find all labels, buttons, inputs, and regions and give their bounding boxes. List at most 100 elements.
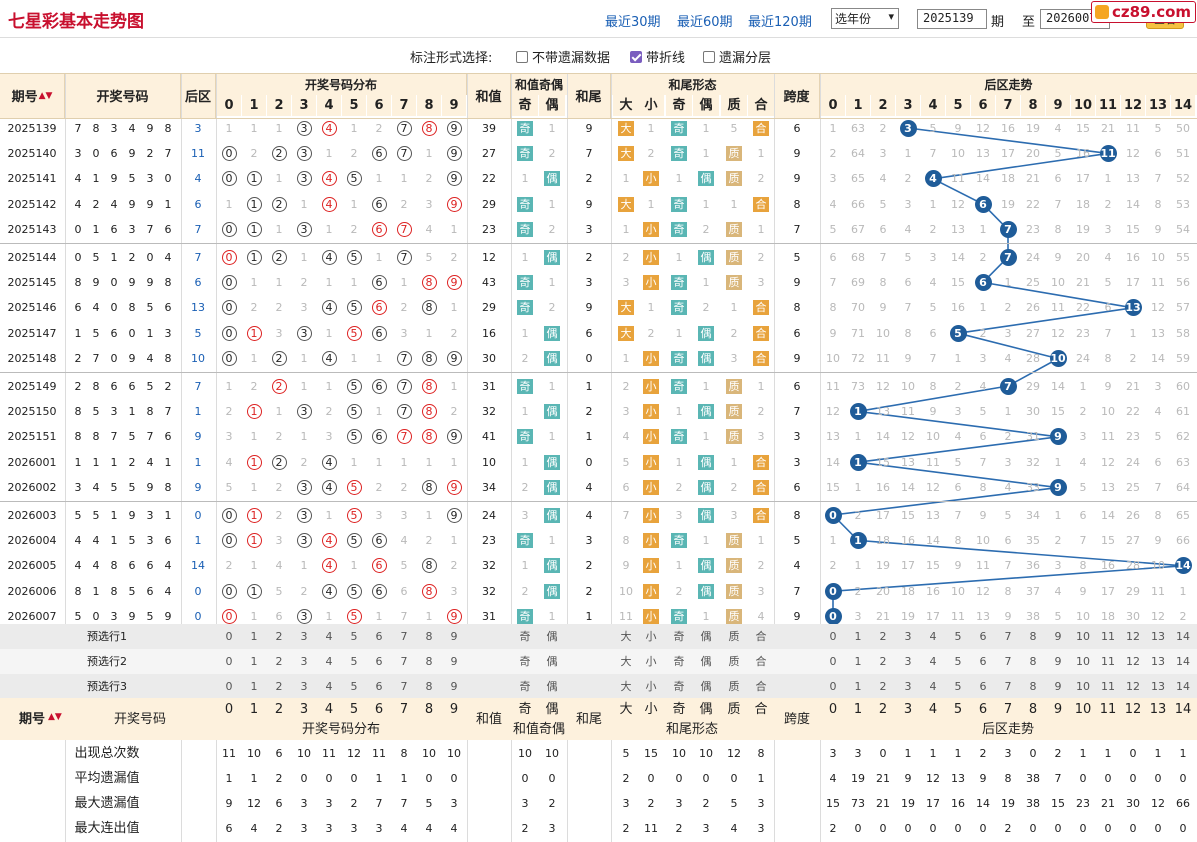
preselect-back[interactable]: 11 xyxy=(1096,625,1120,647)
preselect-digit[interactable]: 1 xyxy=(242,625,266,647)
preselect-back[interactable]: 4 xyxy=(921,650,945,672)
preselect-back[interactable]: 3 xyxy=(896,675,920,697)
preselect-digit[interactable]: 4 xyxy=(317,650,341,672)
preselect-digit[interactable]: 3 xyxy=(292,650,316,672)
preselect-digit[interactable]: 6 xyxy=(367,650,391,672)
preselect-digit[interactable]: 4 xyxy=(317,675,341,697)
preselect-back[interactable]: 7 xyxy=(996,625,1020,647)
preselect-back[interactable]: 10 xyxy=(1071,625,1095,647)
preselect-oe[interactable]: 偶 xyxy=(540,675,564,697)
preselect-back[interactable]: 0 xyxy=(821,675,845,697)
checkbox-no-missing[interactable] xyxy=(516,51,528,63)
period-header[interactable]: 期号 ▲▼ xyxy=(0,73,65,118)
preselect-form[interactable]: 合 xyxy=(749,625,773,647)
preselect-oe[interactable]: 奇 xyxy=(513,650,537,672)
option-no-missing[interactable]: 不带遗漏数据 xyxy=(516,47,610,66)
preselect-back[interactable]: 8 xyxy=(1021,625,1045,647)
preselect-back[interactable]: 5 xyxy=(946,675,970,697)
preselect-form[interactable]: 奇 xyxy=(667,675,691,697)
preselect-back[interactable]: 14 xyxy=(1171,675,1195,697)
preselect-back[interactable]: 0 xyxy=(821,650,845,672)
preselect-form[interactable]: 合 xyxy=(749,650,773,672)
preselect-digit[interactable]: 2 xyxy=(267,675,291,697)
preselect-form[interactable]: 大 xyxy=(614,675,638,697)
preselect-form[interactable]: 小 xyxy=(639,675,663,697)
preselect-digit[interactable]: 7 xyxy=(392,675,416,697)
preselect-digit[interactable]: 2 xyxy=(267,625,291,647)
preselect-form[interactable]: 小 xyxy=(639,650,663,672)
preselect-back[interactable]: 2 xyxy=(871,625,895,647)
checkbox-layered[interactable] xyxy=(703,51,715,63)
from-issue-input[interactable]: 2025139 xyxy=(917,9,987,29)
preselect-back[interactable]: 4 xyxy=(921,675,945,697)
recent-30-link[interactable]: 最近30期 xyxy=(605,15,661,30)
preselect-digit[interactable]: 6 xyxy=(367,675,391,697)
preselect-back[interactable]: 3 xyxy=(896,650,920,672)
preselect-form[interactable]: 大 xyxy=(614,625,638,647)
preselect-back[interactable]: 6 xyxy=(971,650,995,672)
preselect-back[interactable]: 12 xyxy=(1121,650,1145,672)
preselect-back[interactable]: 2 xyxy=(871,650,895,672)
preselect-oe[interactable]: 偶 xyxy=(540,625,564,647)
preselect-digit[interactable]: 5 xyxy=(342,650,366,672)
preselect-digit[interactable]: 9 xyxy=(442,650,466,672)
preselect-back[interactable]: 4 xyxy=(921,625,945,647)
preselect-digit[interactable]: 0 xyxy=(217,625,241,647)
preselect-digit[interactable]: 9 xyxy=(442,675,466,697)
option-layered[interactable]: 遗漏分层 xyxy=(703,47,771,66)
preselect-back[interactable]: 9 xyxy=(1046,650,1070,672)
preselect-digit[interactable]: 5 xyxy=(342,675,366,697)
preselect-back[interactable]: 7 xyxy=(996,675,1020,697)
preselect-back[interactable]: 13 xyxy=(1146,675,1170,697)
preselect-back[interactable]: 6 xyxy=(971,675,995,697)
preselect-digit[interactable]: 8 xyxy=(417,625,441,647)
recent-120-link[interactable]: 最近120期 xyxy=(748,15,812,30)
preselect-back[interactable]: 6 xyxy=(971,625,995,647)
preselect-digit[interactable]: 3 xyxy=(292,625,316,647)
preselect-back[interactable]: 1 xyxy=(846,675,870,697)
preselect-form[interactable]: 大 xyxy=(614,650,638,672)
preselect-back[interactable]: 8 xyxy=(1021,650,1045,672)
preselect-oe[interactable]: 奇 xyxy=(513,675,537,697)
preselect-oe[interactable]: 偶 xyxy=(540,650,564,672)
preselect-back[interactable]: 11 xyxy=(1096,650,1120,672)
preselect-back[interactable]: 13 xyxy=(1146,625,1170,647)
recent-60-link[interactable]: 最近60期 xyxy=(677,15,733,30)
preselect-digit[interactable]: 8 xyxy=(417,650,441,672)
preselect-digit[interactable]: 5 xyxy=(342,625,366,647)
preselect-digit[interactable]: 3 xyxy=(292,675,316,697)
preselect-back[interactable]: 1 xyxy=(846,650,870,672)
preselect-digit[interactable]: 0 xyxy=(217,650,241,672)
preselect-digit[interactable]: 0 xyxy=(217,675,241,697)
preselect-back[interactable]: 1 xyxy=(846,625,870,647)
preselect-back[interactable]: 7 xyxy=(996,650,1020,672)
preselect-back[interactable]: 14 xyxy=(1171,650,1195,672)
preselect-form[interactable]: 质 xyxy=(722,675,746,697)
preselect-back[interactable]: 13 xyxy=(1146,650,1170,672)
preselect-back[interactable]: 5 xyxy=(946,650,970,672)
checkbox-with-line[interactable] xyxy=(630,51,642,63)
year-select[interactable]: 选年份 ▾ xyxy=(831,8,899,29)
preselect-digit[interactable]: 1 xyxy=(242,675,266,697)
preselect-digit[interactable]: 1 xyxy=(242,650,266,672)
preselect-back[interactable]: 10 xyxy=(1071,675,1095,697)
preselect-form[interactable]: 合 xyxy=(749,675,773,697)
preselect-back[interactable]: 5 xyxy=(946,625,970,647)
preselect-digit[interactable]: 7 xyxy=(392,625,416,647)
preselect-digit[interactable]: 6 xyxy=(367,625,391,647)
preselect-digit[interactable]: 8 xyxy=(417,675,441,697)
preselect-digit[interactable]: 2 xyxy=(267,650,291,672)
preselect-form[interactable]: 奇 xyxy=(667,650,691,672)
preselect-oe[interactable]: 奇 xyxy=(513,625,537,647)
preselect-form[interactable]: 质 xyxy=(722,650,746,672)
preselect-back[interactable]: 3 xyxy=(896,625,920,647)
preselect-back[interactable]: 8 xyxy=(1021,675,1045,697)
preselect-form[interactable]: 质 xyxy=(722,625,746,647)
sort-icon[interactable]: ▲▼ xyxy=(48,712,62,722)
preselect-form[interactable]: 偶 xyxy=(694,650,718,672)
preselect-back[interactable]: 12 xyxy=(1121,675,1145,697)
preselect-digit[interactable]: 4 xyxy=(317,625,341,647)
preselect-back[interactable]: 10 xyxy=(1071,650,1095,672)
preselect-digit[interactable]: 9 xyxy=(442,625,466,647)
preselect-form[interactable]: 偶 xyxy=(694,675,718,697)
